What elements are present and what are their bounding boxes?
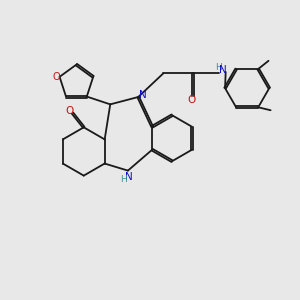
Text: O: O bbox=[188, 95, 196, 105]
Text: N: N bbox=[219, 65, 227, 76]
Text: N: N bbox=[139, 90, 147, 100]
Text: H: H bbox=[215, 63, 222, 72]
Text: O: O bbox=[52, 72, 60, 82]
Text: H: H bbox=[120, 175, 127, 184]
Text: O: O bbox=[65, 106, 73, 116]
Text: N: N bbox=[124, 172, 132, 182]
